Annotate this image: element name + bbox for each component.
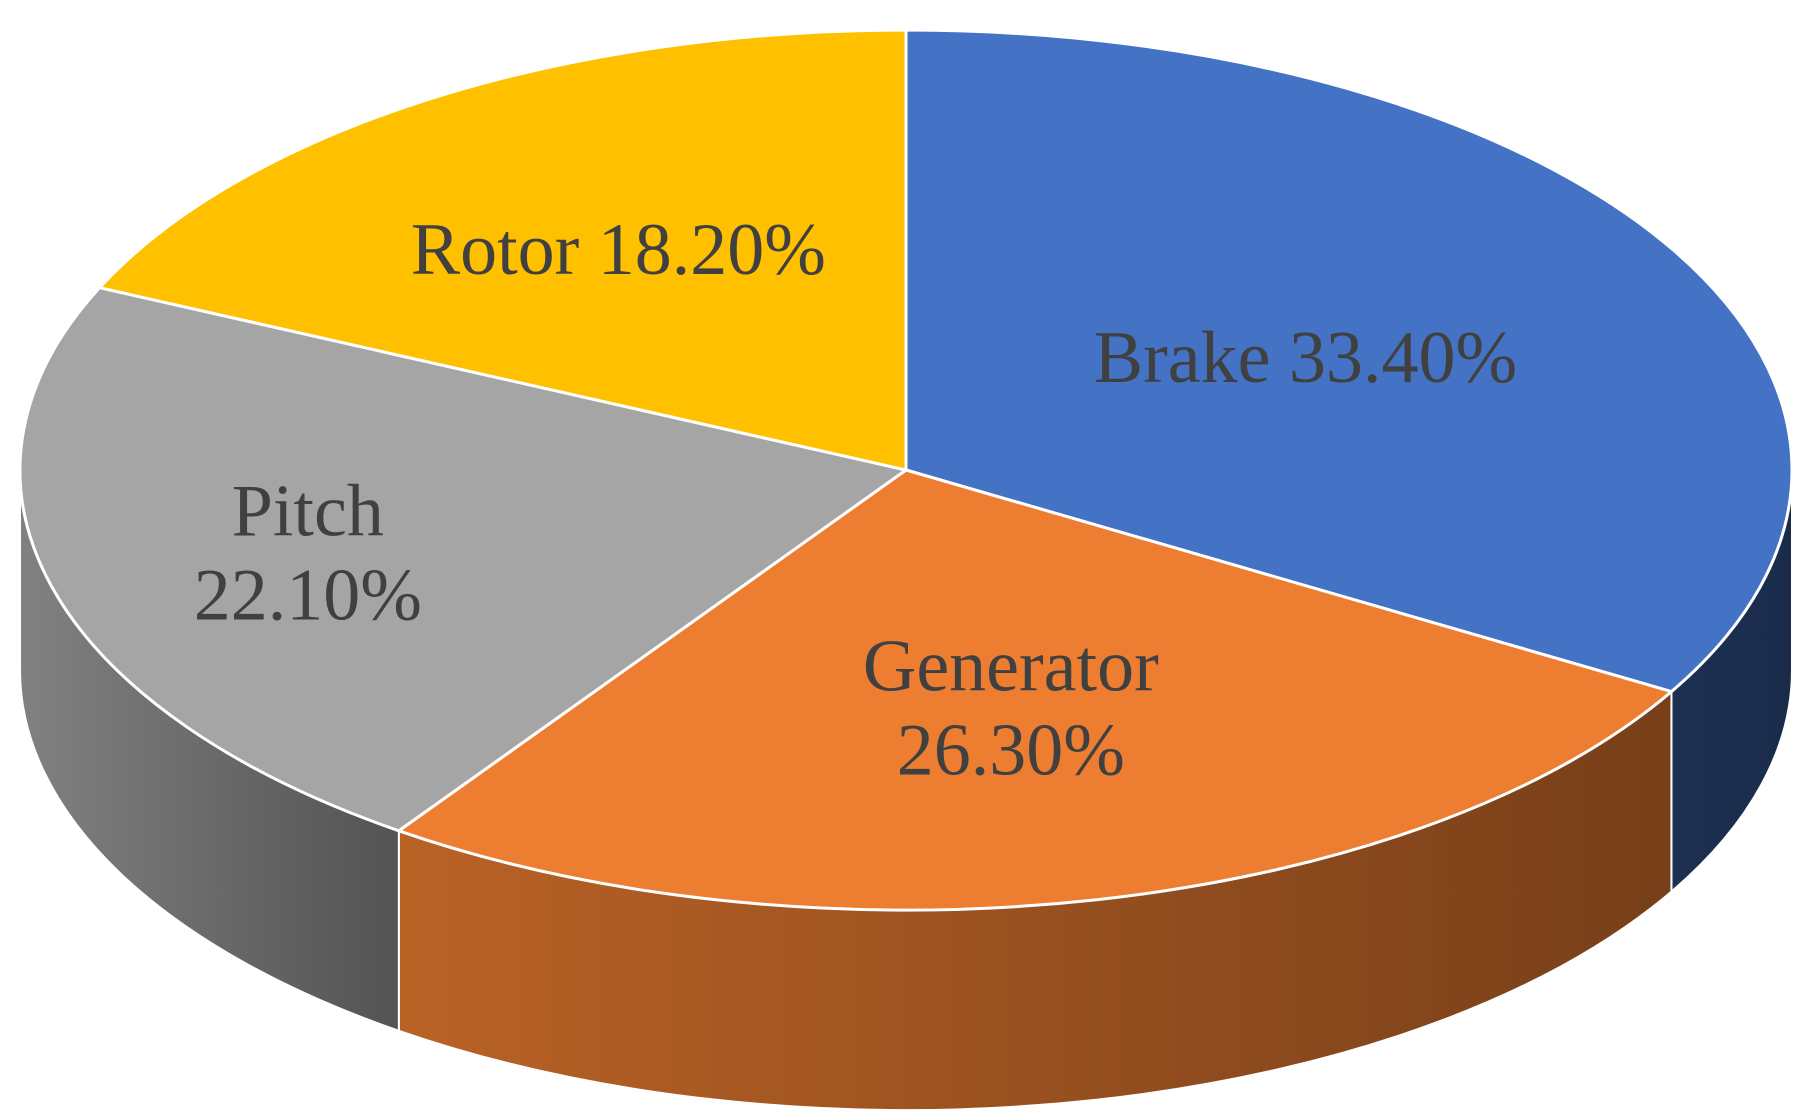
data-label-line: 26.30%: [897, 709, 1125, 791]
data-label-generator: Generator 26.30%: [863, 625, 1159, 791]
data-label-line: Pitch: [232, 470, 384, 552]
pie-slice-pitch: [18, 286, 908, 833]
data-label-rotor: Rotor 18.20%: [411, 209, 826, 291]
pie-slice-generator: [397, 468, 1673, 912]
pie-top-faces: [18, 28, 1794, 912]
data-label-line: Brake 33.40%: [1094, 317, 1517, 399]
pie-slice-rotor: [98, 28, 908, 472]
data-label-line: Generator: [863, 625, 1159, 707]
data-label-pitch: Pitch 22.10%: [194, 470, 422, 636]
data-label-line: 22.10%: [194, 554, 422, 636]
data-label-line: Rotor 18.20%: [411, 209, 826, 291]
data-label-brake: Brake 33.40%: [1094, 317, 1517, 399]
pie-data-labels: Brake 33.40% Generator 26.30% Pitch 22.10% Ro…: [194, 209, 1517, 791]
pie-slice-brake: [904, 28, 1794, 694]
